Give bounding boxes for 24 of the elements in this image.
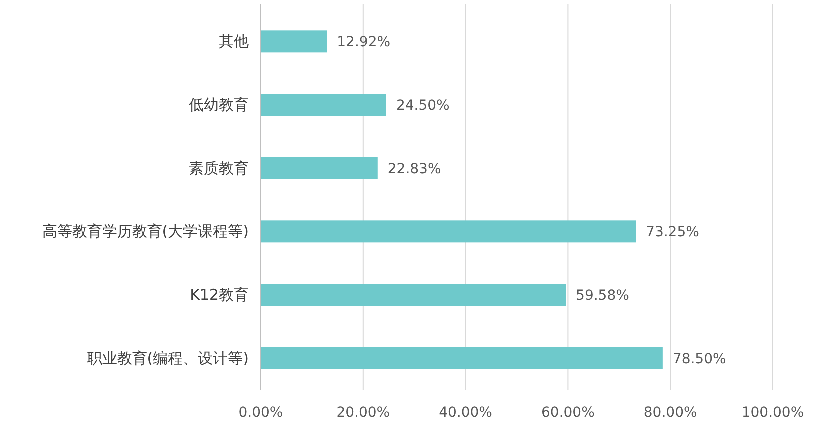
bar — [261, 347, 663, 370]
data-label: 59.58% — [576, 288, 630, 304]
data-label: 22.83% — [388, 161, 442, 178]
bar — [261, 284, 566, 306]
bar — [261, 220, 636, 243]
bar — [261, 94, 386, 116]
x-tick-label: 80.00% — [644, 405, 698, 421]
bar — [261, 30, 328, 53]
data-label: 12.92% — [337, 34, 391, 51]
data-label: 24.50% — [396, 98, 450, 114]
y-tick-label: 职业教育(编程、设计等) — [87, 349, 249, 368]
y-tick-label: 低幼教育 — [189, 96, 249, 114]
data-label: 73.25% — [646, 224, 700, 241]
data-label: 78.50% — [672, 351, 726, 368]
x-tick-label: 60.00% — [542, 405, 595, 421]
y-tick-label: K12教育 — [190, 286, 249, 304]
y-tick-label: 高等教育学历教育(大学课程等) — [42, 222, 249, 241]
x-tick-label: 0.00% — [238, 405, 284, 421]
x-tick-label: 40.00% — [439, 405, 492, 421]
x-tick-label: 20.00% — [336, 405, 390, 421]
y-tick-label: 其他 — [219, 32, 249, 51]
bar — [261, 157, 378, 180]
y-tick-label: 素质教育 — [189, 159, 249, 178]
x-tick-label: 100.00% — [742, 405, 804, 421]
